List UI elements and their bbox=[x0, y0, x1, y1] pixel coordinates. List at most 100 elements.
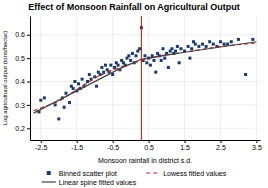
legend-item: Lowess fitted values bbox=[146, 170, 227, 177]
tick: 0.2 bbox=[15, 125, 30, 132]
x-axis: -2.5 -1.5 -0.5 0.5 1.5 2.5 3.5 bbox=[31, 140, 262, 151]
tick-label: 0.6 bbox=[15, 31, 25, 38]
point bbox=[152, 59, 155, 62]
point bbox=[64, 92, 67, 95]
scatter-series bbox=[37, 26, 254, 120]
tick: -1.5 bbox=[71, 140, 83, 151]
marks bbox=[34, 16, 257, 140]
tick: -2.5 bbox=[35, 140, 47, 151]
tick: 2.5 bbox=[216, 140, 226, 151]
point bbox=[212, 43, 215, 46]
point bbox=[170, 47, 173, 50]
chart: -2.5 -1.5 -0.5 0.5 1.5 2.5 3.5 0.2 0.3 0.4 0.5 0.6 E… bbox=[0, 0, 268, 188]
point bbox=[237, 38, 240, 41]
tick: 0.5 bbox=[144, 140, 154, 151]
axis-line bbox=[30, 17, 31, 141]
point bbox=[81, 78, 84, 81]
point bbox=[72, 87, 75, 90]
tick-mark bbox=[41, 140, 42, 143]
tick-label: 0.5 bbox=[144, 144, 154, 151]
legend-swatch bbox=[47, 171, 51, 175]
point bbox=[201, 43, 204, 46]
point bbox=[160, 59, 163, 62]
tick: 1.5 bbox=[180, 140, 190, 151]
point bbox=[223, 43, 226, 46]
legend-item: Binned scatter plot bbox=[47, 170, 117, 178]
point bbox=[127, 54, 130, 57]
tick-label: 0.4 bbox=[15, 78, 25, 85]
point bbox=[88, 73, 91, 76]
point bbox=[149, 64, 152, 67]
tick-mark bbox=[27, 58, 30, 59]
tick-label: 0.5 bbox=[15, 55, 25, 62]
point bbox=[68, 101, 71, 104]
grid-line bbox=[30, 104, 260, 105]
point bbox=[244, 73, 247, 76]
point bbox=[190, 47, 193, 50]
tick-mark bbox=[27, 82, 30, 83]
line bbox=[34, 43, 257, 111]
tick-mark bbox=[149, 140, 150, 143]
point bbox=[205, 45, 208, 48]
y-axis-title: Log agricultural output (tons/hectar) bbox=[2, 31, 8, 126]
point bbox=[219, 40, 222, 43]
point bbox=[187, 45, 190, 48]
tick-mark bbox=[220, 140, 221, 143]
point bbox=[135, 54, 138, 57]
point bbox=[138, 47, 141, 50]
tick-mark bbox=[185, 140, 186, 143]
tick-mark bbox=[27, 128, 30, 129]
point bbox=[176, 45, 179, 48]
point bbox=[167, 66, 170, 69]
point bbox=[154, 71, 157, 74]
legend: Binned scatter plot Lowess fitted values L… bbox=[42, 170, 227, 187]
point bbox=[77, 82, 80, 85]
legend-label: Binned scatter plot bbox=[59, 170, 117, 178]
axis-line bbox=[31, 140, 261, 141]
point bbox=[197, 45, 200, 48]
tick-mark bbox=[113, 140, 114, 143]
legend-item: Linear spine fitted values bbox=[42, 179, 137, 187]
point bbox=[57, 117, 60, 120]
point bbox=[188, 57, 191, 60]
title: Effect of Monsoon Rainfall on Agricultur… bbox=[28, 2, 240, 12]
point bbox=[226, 43, 229, 46]
tick-label: -2.5 bbox=[35, 144, 47, 151]
plot: -2.5 -1.5 -0.5 0.5 1.5 2.5 3.5 0.2 0.3 0.4 0.5 0.6 bbox=[15, 16, 262, 151]
tick: 0.4 bbox=[15, 78, 30, 85]
point bbox=[73, 80, 76, 83]
grid-line bbox=[30, 81, 260, 82]
point bbox=[194, 43, 197, 46]
tick-mark bbox=[77, 140, 78, 143]
point bbox=[54, 103, 57, 106]
point bbox=[117, 64, 120, 67]
vertical-line bbox=[141, 16, 142, 140]
point bbox=[145, 61, 148, 64]
legend-label: Linear spine fitted values bbox=[59, 179, 137, 187]
tick: 3.5 bbox=[252, 140, 262, 151]
point bbox=[179, 47, 182, 50]
point bbox=[144, 54, 147, 57]
tick-label: -0.5 bbox=[107, 144, 119, 151]
point bbox=[129, 59, 132, 62]
y-axis: 0.2 0.3 0.4 0.5 0.6 bbox=[15, 17, 30, 141]
point bbox=[43, 96, 46, 99]
grid bbox=[30, 16, 260, 140]
tick-label: 2.5 bbox=[216, 144, 226, 151]
tick-label: 3.5 bbox=[252, 144, 262, 151]
point bbox=[104, 64, 107, 67]
point bbox=[100, 66, 103, 69]
point bbox=[230, 40, 233, 43]
tick: 0.3 bbox=[15, 102, 30, 109]
point bbox=[63, 106, 66, 109]
tick: -0.5 bbox=[107, 140, 119, 151]
legend-swatch bbox=[146, 172, 160, 173]
x-axis-title: Monsoon rainfall in district s.d. bbox=[98, 157, 192, 164]
point bbox=[163, 57, 166, 60]
point bbox=[109, 64, 112, 67]
tick: 0.6 bbox=[15, 31, 30, 38]
tick-label: 0.3 bbox=[15, 102, 25, 109]
tick-label: 1.5 bbox=[180, 144, 190, 151]
line bbox=[34, 42, 257, 113]
legend-label: Lowess fitted values bbox=[163, 170, 227, 177]
